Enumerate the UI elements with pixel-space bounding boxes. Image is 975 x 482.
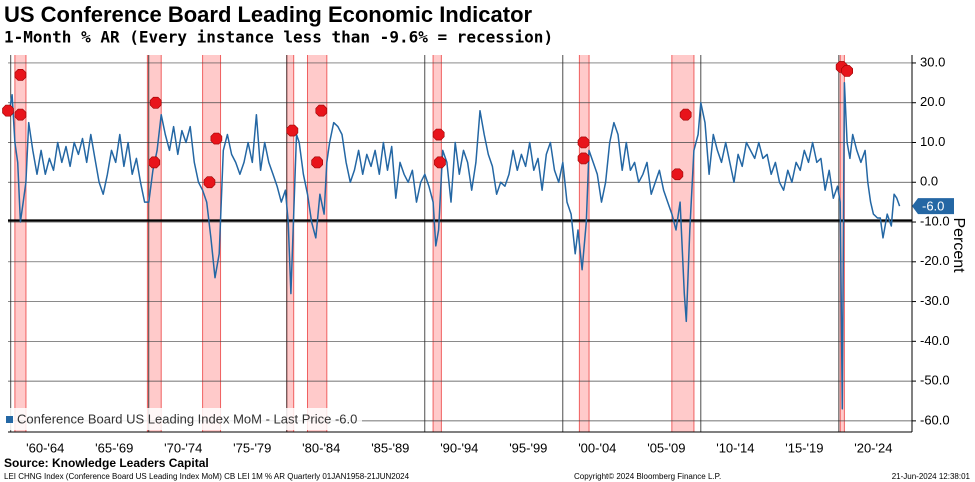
legend-swatch <box>6 416 13 423</box>
y-tick-label: -10.0 <box>920 213 950 228</box>
signal-marker <box>432 128 445 141</box>
x-tick-label: '95-'99 <box>509 440 547 455</box>
y-tick-label: 20.0 <box>920 94 945 109</box>
source: Source: Knowledge Leaders Capital <box>4 456 209 470</box>
signal-marker <box>671 168 684 181</box>
x-tick-label: '70-'74 <box>164 440 202 455</box>
signal-marker <box>577 136 590 149</box>
y-axis-label: Percent <box>950 217 967 273</box>
x-tick-label: '75-'79 <box>233 440 271 455</box>
recession-band <box>671 55 694 432</box>
y-tick-label: -30.0 <box>920 293 950 308</box>
signal-marker <box>2 104 14 117</box>
signal-marker <box>841 65 854 77</box>
x-tick-label: '00-'04 <box>578 440 616 455</box>
footer-left: LEI CHNG Index (Conference Board US Lead… <box>4 472 410 481</box>
x-tick-label: '90-'94 <box>440 440 478 455</box>
chart-subtitle: 1-Month % AR (Every instance less than -… <box>4 28 553 47</box>
chart-title: US Conference Board Leading Economic Ind… <box>4 2 533 27</box>
signal-marker <box>434 156 446 169</box>
signal-marker <box>14 69 27 81</box>
signal-marker <box>210 132 223 145</box>
legend-label: Conference Board US Leading Index MoM - … <box>17 411 357 426</box>
last-price-label: -6.0 <box>922 199 944 214</box>
last-price-box <box>912 198 954 215</box>
signal-marker <box>679 108 692 121</box>
footer-center: Copyright© 2024 Bloomberg Finance L.P. <box>574 472 721 481</box>
x-tick-label: '65-'69 <box>95 440 133 455</box>
signal-marker <box>14 108 27 121</box>
y-tick-label: -20.0 <box>920 253 950 268</box>
signal-marker <box>315 104 328 117</box>
y-tick-label: 10.0 <box>920 134 945 149</box>
signal-marker <box>311 156 324 169</box>
recession-band <box>286 55 294 432</box>
data-line <box>8 82 901 410</box>
x-tick-label: '10-'14 <box>716 440 754 455</box>
signal-marker <box>577 152 590 165</box>
y-tick-label: -40.0 <box>920 333 950 348</box>
x-tick-label: '15-'19 <box>785 440 823 455</box>
y-tick-label: 30.0 <box>920 54 945 69</box>
x-tick-label: '85-'89 <box>371 440 409 455</box>
y-tick-label: -60.0 <box>920 412 950 427</box>
signal-marker <box>203 176 216 189</box>
x-tick-label: '80-'84 <box>302 440 340 455</box>
legend-box <box>2 408 362 430</box>
recession-band <box>307 55 327 432</box>
x-tick-label: '20-'24 <box>854 440 892 455</box>
x-tick-label: '60-'64 <box>26 440 64 455</box>
x-tick-label: '05-'09 <box>647 440 685 455</box>
signal-marker <box>149 96 162 109</box>
recession-band <box>433 55 442 432</box>
y-tick-label: -50.0 <box>920 373 950 388</box>
signal-marker <box>148 156 161 169</box>
signal-marker <box>286 124 299 137</box>
y-tick-label: 0.0 <box>920 174 938 189</box>
recession-band <box>14 55 26 432</box>
recession-band <box>147 55 162 432</box>
footer-right: 21-Jun-2024 12:38:01 <box>892 472 971 481</box>
recession-band <box>840 55 845 432</box>
